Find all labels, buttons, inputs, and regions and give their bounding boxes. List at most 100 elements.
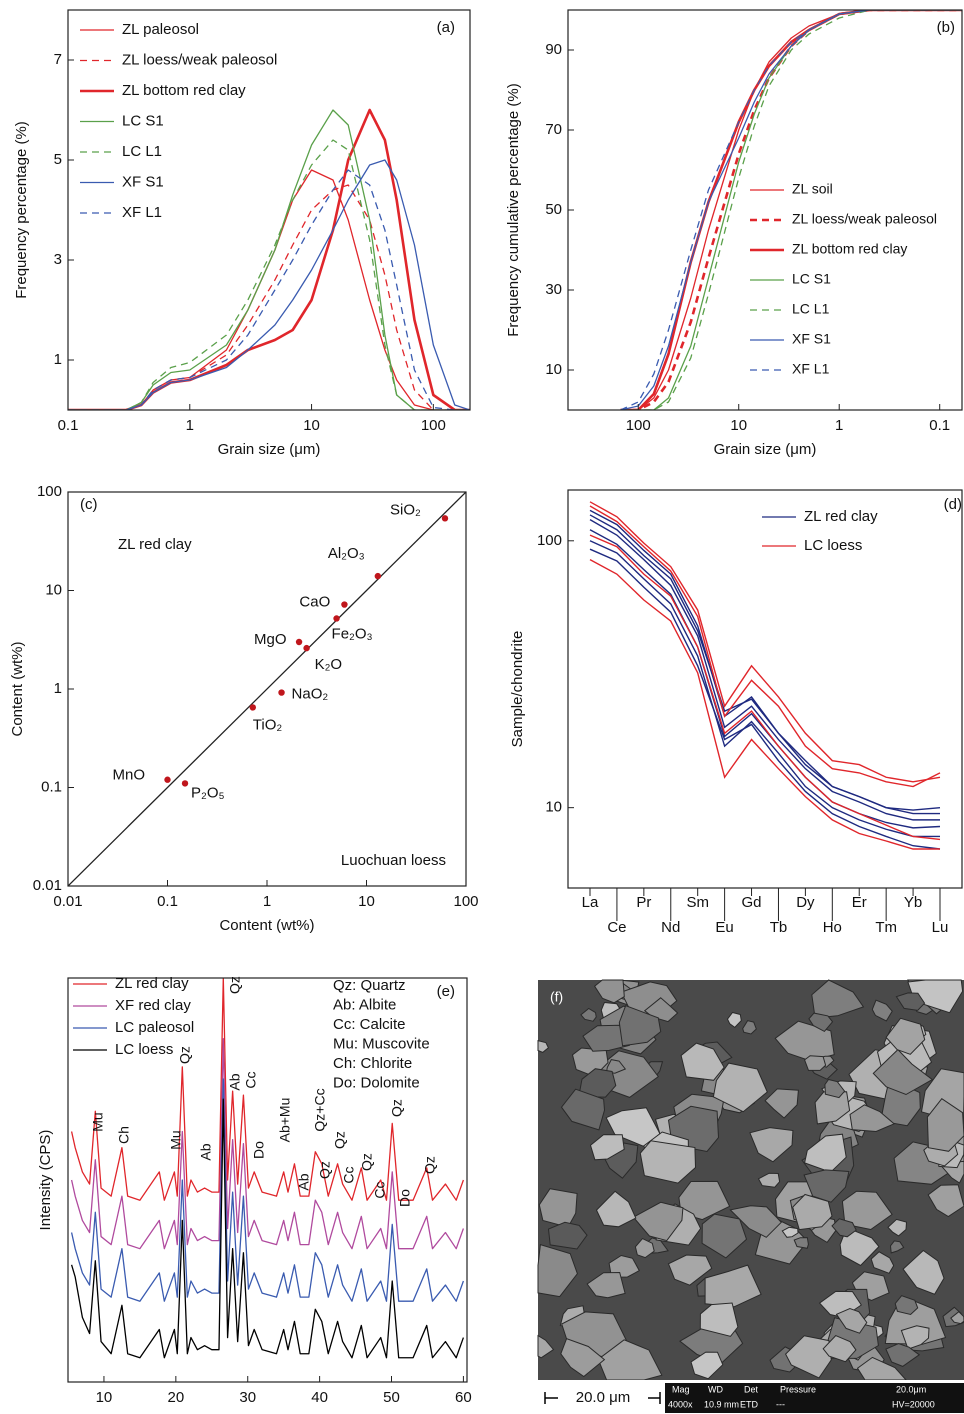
- one-to-one-line: [68, 492, 466, 886]
- x-tick-label: 10: [358, 893, 375, 910]
- legend-label: LC paleosol: [115, 1019, 194, 1036]
- sem-particle: [902, 1249, 945, 1295]
- sem-particle: [608, 1254, 640, 1278]
- legend-label: LC S1: [122, 112, 164, 129]
- series-line: [68, 159, 470, 410]
- x-tick-label: 60: [455, 1389, 472, 1406]
- sem-particle: [595, 1190, 637, 1228]
- y-tick-label: 70: [545, 121, 562, 138]
- sem-particle: [849, 1104, 896, 1133]
- plot-area: [68, 492, 466, 886]
- sem-particle: [870, 1251, 895, 1274]
- point: [333, 615, 340, 622]
- mineral-key: Do: Dolomite: [333, 1074, 420, 1091]
- sem-particle: [586, 1271, 626, 1299]
- x-tick-label: Tm: [875, 919, 897, 936]
- sem-particle: [726, 1011, 742, 1029]
- peak-label: Qz: [389, 1099, 405, 1117]
- x-tick-label: 100: [453, 893, 478, 910]
- y-axis-title: Frequency percentage (%): [13, 121, 30, 299]
- peak-label: Qz+Cc: [312, 1088, 328, 1131]
- panel: 0.1 1 10 100 1 3 5 7 Grain size (μm) Frequency pe…: [13, 9, 471, 458]
- legend-label: ZL paleosol: [122, 21, 199, 38]
- sem-particle: [926, 1098, 964, 1152]
- point-label: K₂O: [315, 656, 343, 673]
- y-tick-label: 10: [545, 361, 562, 378]
- sem-particle: [667, 1254, 713, 1286]
- series-line: [620, 10, 962, 410]
- series-line: [70, 1078, 465, 1302]
- sem-info-bar: [665, 1383, 964, 1413]
- series-line: [70, 978, 465, 1201]
- sem-particle: [704, 1264, 762, 1308]
- panel: 10 100 Sample/chondrite (d) La Ce Pr Nd Sm Eu Gd Tb…: [509, 489, 963, 936]
- scale-bar-bg: [558, 1390, 648, 1406]
- x-axis-title: Grain size (μm): [714, 441, 817, 458]
- sem-particle: [729, 1205, 782, 1238]
- x-tick-label: 0.1: [157, 893, 178, 910]
- sem-particle: [742, 1020, 757, 1035]
- sample-line: [589, 514, 941, 811]
- peak-label: Mu: [168, 1130, 184, 1149]
- point: [374, 572, 382, 580]
- sem-particle: [885, 1343, 921, 1367]
- point: [249, 704, 257, 711]
- point-label: Fe₂O₃: [332, 625, 373, 642]
- peak-label: Qz: [227, 976, 243, 994]
- plot-area: [589, 501, 941, 850]
- peak-label: Do: [397, 1189, 413, 1207]
- x-tick-label: Ho: [823, 919, 842, 936]
- sample-line: [589, 501, 941, 783]
- sem-info-header: Mag: [672, 1384, 690, 1394]
- y-tick-label: 1: [54, 351, 62, 368]
- series-line: [70, 1037, 465, 1250]
- x-tick-label: Eu: [715, 919, 733, 936]
- legend-label: XF L1: [792, 361, 830, 377]
- x-tick-label: Gd: [742, 894, 762, 911]
- peak-label: Ab: [198, 1143, 214, 1160]
- point-label: SiO₂: [390, 501, 421, 518]
- mineral-key: Cc: Calcite: [333, 1016, 406, 1033]
- plot-frame: [67, 977, 468, 1383]
- peak-label: Ab: [296, 1173, 312, 1190]
- sem-particle: [839, 1227, 880, 1267]
- sem-particle: [895, 992, 926, 1011]
- x-tick-label: 100: [626, 417, 651, 434]
- point: [303, 644, 310, 652]
- peak-label: Do: [251, 1141, 267, 1159]
- legend-label: ZL soil: [792, 181, 833, 197]
- series-line: [68, 139, 470, 410]
- x-tick-label: 40: [311, 1389, 328, 1406]
- sem-particle: [537, 1334, 555, 1359]
- panel-label: (d): [944, 496, 962, 513]
- legend-label: LC loess: [115, 1041, 173, 1058]
- sem-info-header: WD: [708, 1384, 723, 1394]
- y-tick-label: 5: [54, 151, 62, 168]
- panel-label: (e): [437, 983, 455, 1000]
- series-line: [620, 10, 962, 410]
- sem-particle: [560, 1337, 606, 1378]
- legend-label: LC L1: [792, 301, 830, 317]
- sem-particle: [900, 1325, 930, 1350]
- x-tick-label: 10: [303, 417, 320, 434]
- series-line: [68, 169, 470, 410]
- point: [441, 515, 449, 522]
- legend-label: XF S1: [792, 331, 831, 347]
- point-label: NaO₂: [292, 686, 329, 703]
- y-axis-title: Sample/chondrite: [509, 631, 526, 748]
- peak-label: Qz: [177, 1046, 193, 1064]
- peak-label: Cc: [341, 1166, 357, 1183]
- sem-particle: [578, 1068, 617, 1098]
- legend-label: LC S1: [792, 271, 831, 287]
- x-tick-label: Er: [852, 894, 867, 911]
- sample-line: [589, 540, 940, 838]
- sem-particle: [678, 1180, 731, 1221]
- y-tick-label: 100: [537, 532, 562, 549]
- y-tick-label: 0.1: [41, 778, 62, 795]
- legend-label: ZL loess/weak paleosol: [792, 211, 937, 227]
- sem-particle: [835, 1307, 868, 1334]
- sem-particle: [822, 1335, 857, 1363]
- sem-info-value: ---: [776, 1399, 785, 1409]
- mineral-key: Ch: Chlorite: [333, 1055, 412, 1072]
